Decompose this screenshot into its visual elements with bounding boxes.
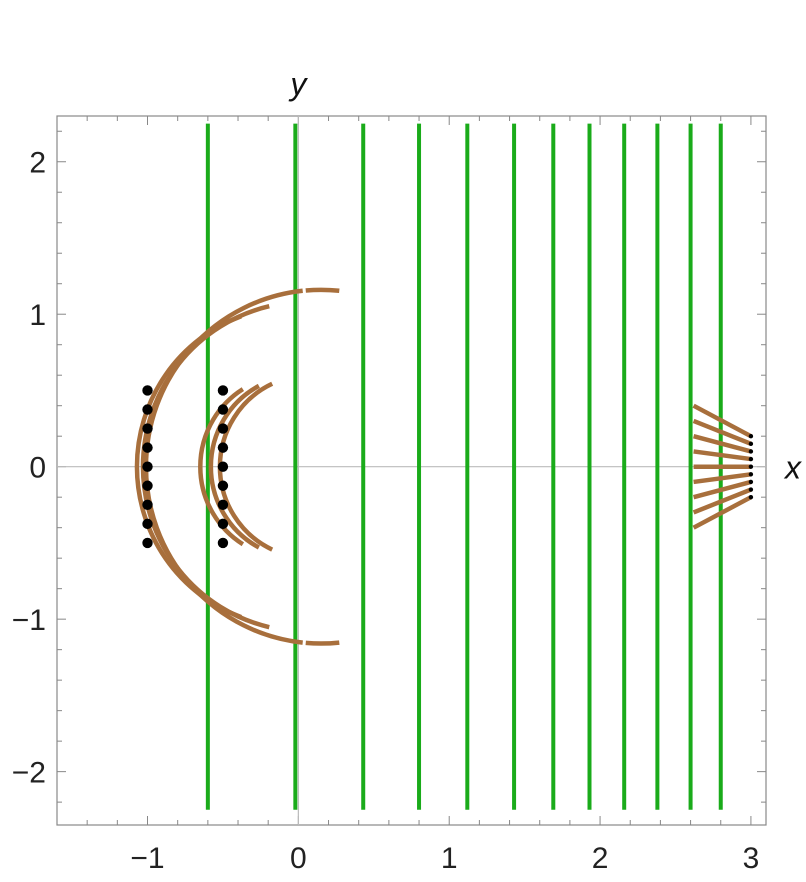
data-point: [217, 423, 229, 434]
data-point: [748, 456, 754, 462]
x-tick-labels: −1 0 1 2 3: [130, 842, 759, 875]
data-point: [748, 441, 754, 447]
fan-line: [692, 403, 752, 439]
data-point: [217, 461, 229, 472]
y-tick-label: −2: [12, 757, 46, 790]
vertical-lines: [205, 123, 723, 810]
data-point: [217, 537, 229, 549]
y-tick-label: −1: [12, 604, 46, 637]
fan-line: [692, 495, 752, 530]
fan-line: [693, 434, 752, 454]
y-axis-label: y: [288, 66, 308, 102]
fan-line: [693, 479, 752, 500]
x-tick-label: 0: [290, 842, 307, 875]
data-point: [748, 464, 754, 469]
points: [142, 385, 754, 549]
fan-lines: [692, 403, 752, 530]
y-tick-label: 0: [29, 452, 46, 485]
fan-line: [692, 418, 752, 446]
data-point: [748, 449, 754, 454]
data-point: [142, 518, 153, 530]
fan-line: [693, 449, 752, 462]
y-tick-label: 1: [29, 299, 46, 332]
data-point: [142, 461, 153, 472]
data-point: [142, 404, 153, 415]
x-tick-label: 3: [743, 842, 760, 875]
fan-line: [693, 472, 752, 485]
data-point: [142, 423, 153, 434]
minor-ticks: [56, 116, 766, 825]
x-tick-label: 2: [592, 842, 609, 875]
arc: [134, 314, 242, 620]
data-point: [748, 494, 754, 500]
data-point: [142, 537, 153, 549]
data-point: [142, 442, 153, 453]
x-tick-label: −1: [130, 842, 164, 875]
data-point: [748, 479, 754, 485]
plot-frame: [56, 115, 767, 826]
y-tick-label: 2: [29, 147, 46, 180]
data-point: [748, 433, 754, 439]
x-tick-label: 1: [441, 842, 458, 875]
arc: [305, 287, 340, 294]
data-point: [217, 499, 229, 511]
arc: [305, 640, 340, 646]
data-point: [748, 487, 754, 492]
data-point: [217, 404, 229, 415]
y-tick-labels: 2 1 0 −1 −2: [12, 147, 46, 790]
data-point: [217, 518, 229, 530]
data-point: [142, 480, 153, 491]
data-point: [217, 385, 229, 396]
data-point: [142, 385, 153, 396]
x-axis-label: x: [783, 450, 802, 486]
data-point: [142, 499, 153, 511]
arc: [208, 383, 260, 550]
fan-line: [692, 487, 752, 515]
data-point: [217, 442, 229, 453]
data-point: [748, 472, 754, 477]
axes: [57, 116, 766, 825]
data-point: [217, 480, 229, 491]
